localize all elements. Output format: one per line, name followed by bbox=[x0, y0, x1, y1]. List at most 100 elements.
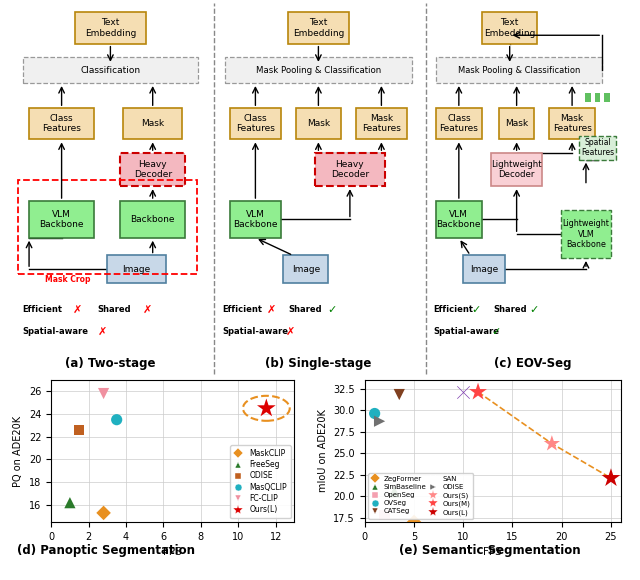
Text: VLM
Backbone: VLM Backbone bbox=[233, 210, 278, 229]
Point bbox=[369, 409, 380, 418]
Point bbox=[99, 508, 109, 517]
FancyBboxPatch shape bbox=[463, 255, 505, 283]
FancyBboxPatch shape bbox=[315, 153, 385, 186]
Text: ✓: ✓ bbox=[529, 304, 539, 314]
Point bbox=[261, 404, 271, 413]
Point bbox=[111, 415, 122, 425]
Text: ✓: ✓ bbox=[327, 304, 337, 314]
FancyBboxPatch shape bbox=[225, 57, 412, 83]
FancyBboxPatch shape bbox=[436, 108, 482, 139]
Text: (c) EOV-Seg: (c) EOV-Seg bbox=[494, 357, 572, 369]
X-axis label: FPS: FPS bbox=[483, 548, 502, 557]
Point bbox=[74, 425, 84, 434]
Text: Mask
Features: Mask Features bbox=[553, 114, 591, 133]
Point bbox=[374, 416, 385, 426]
Text: Mask
Features: Mask Features bbox=[362, 114, 401, 133]
Text: Text
Embedding: Text Embedding bbox=[484, 18, 536, 38]
Text: ✓: ✓ bbox=[492, 327, 500, 337]
Text: Efficient: Efficient bbox=[433, 305, 474, 314]
Text: (e) Semantic Segmentation: (e) Semantic Segmentation bbox=[399, 544, 580, 557]
Text: Mask Crop: Mask Crop bbox=[45, 276, 91, 284]
Text: ✓: ✓ bbox=[472, 304, 481, 314]
Legend: MaskCLIP, FreeSeg, ODISE, MasQCLIP, FC-CLIP, Ours(L): MaskCLIP, FreeSeg, ODISE, MasQCLIP, FC-C… bbox=[230, 445, 291, 518]
Text: VLM
Backbone: VLM Backbone bbox=[436, 210, 481, 229]
Text: Image: Image bbox=[292, 264, 320, 274]
Text: Heavy
Decoder: Heavy Decoder bbox=[134, 160, 172, 179]
FancyBboxPatch shape bbox=[561, 210, 611, 258]
FancyBboxPatch shape bbox=[549, 108, 595, 139]
Text: Shared: Shared bbox=[97, 305, 131, 314]
Point bbox=[409, 517, 419, 527]
Text: ✗: ✗ bbox=[285, 327, 295, 337]
FancyBboxPatch shape bbox=[482, 12, 538, 44]
Text: (b) Single-stage: (b) Single-stage bbox=[265, 357, 372, 369]
Text: Mask: Mask bbox=[505, 119, 528, 128]
Point bbox=[606, 473, 616, 483]
Text: Efficient: Efficient bbox=[223, 305, 262, 314]
Text: Text
Embedding: Text Embedding bbox=[292, 18, 344, 38]
FancyBboxPatch shape bbox=[604, 93, 609, 101]
Text: Class
Features: Class Features bbox=[440, 114, 478, 133]
FancyBboxPatch shape bbox=[29, 201, 94, 238]
Legend: ZegFormer, SimBaseline, OpenSeg, OVSeg, CATSeg, SAN, ODISE, Ours(S), Ours(M), Ou: ZegFormer, SimBaseline, OpenSeg, OVSeg, … bbox=[368, 473, 473, 519]
FancyBboxPatch shape bbox=[579, 136, 616, 160]
Text: Spatial-aware: Spatial-aware bbox=[223, 327, 289, 336]
Point bbox=[380, 510, 390, 520]
Text: Heavy
Decoder: Heavy Decoder bbox=[331, 160, 369, 179]
Text: ✗: ✗ bbox=[97, 327, 107, 337]
Text: Backbone: Backbone bbox=[131, 215, 175, 224]
Text: Lightweight
Decoder: Lightweight Decoder bbox=[492, 160, 542, 179]
FancyBboxPatch shape bbox=[230, 201, 280, 238]
FancyBboxPatch shape bbox=[120, 153, 185, 186]
X-axis label: FPS: FPS bbox=[163, 548, 182, 557]
Text: ✗: ✗ bbox=[73, 304, 83, 314]
Point bbox=[394, 390, 404, 399]
Text: (a) Two-stage: (a) Two-stage bbox=[65, 357, 156, 369]
Text: Text
Embedding: Text Embedding bbox=[84, 18, 136, 38]
Text: Efficient: Efficient bbox=[22, 305, 63, 314]
FancyBboxPatch shape bbox=[29, 108, 94, 139]
FancyBboxPatch shape bbox=[75, 12, 146, 44]
FancyBboxPatch shape bbox=[124, 108, 182, 139]
Y-axis label: PQ on ADE20K: PQ on ADE20K bbox=[13, 415, 24, 487]
Text: Lightweight
VLM
Backbone: Lightweight VLM Backbone bbox=[563, 219, 609, 249]
Text: ✗: ✗ bbox=[267, 304, 276, 314]
Point bbox=[99, 389, 109, 398]
Text: Mask Pooling & Classification: Mask Pooling & Classification bbox=[458, 66, 580, 75]
Text: Image: Image bbox=[470, 264, 499, 274]
Text: (d) Panoptic Segmentation: (d) Panoptic Segmentation bbox=[17, 544, 195, 557]
FancyBboxPatch shape bbox=[356, 108, 406, 139]
Text: ✗: ✗ bbox=[143, 304, 152, 314]
FancyBboxPatch shape bbox=[120, 201, 185, 238]
Point bbox=[389, 487, 399, 496]
Y-axis label: mIoU on ADE20K: mIoU on ADE20K bbox=[318, 409, 328, 492]
FancyBboxPatch shape bbox=[492, 153, 542, 186]
FancyBboxPatch shape bbox=[595, 93, 600, 101]
Text: Classification: Classification bbox=[81, 66, 140, 75]
FancyBboxPatch shape bbox=[436, 57, 602, 83]
Text: Shared: Shared bbox=[288, 305, 322, 314]
Text: Mask Pooling & Classification: Mask Pooling & Classification bbox=[256, 66, 381, 75]
Text: VLM
Backbone: VLM Backbone bbox=[39, 210, 84, 229]
FancyBboxPatch shape bbox=[499, 108, 534, 139]
FancyBboxPatch shape bbox=[296, 108, 341, 139]
FancyBboxPatch shape bbox=[107, 255, 166, 283]
Text: Spatial
Features: Spatial Features bbox=[581, 138, 614, 157]
Point bbox=[547, 439, 557, 448]
Text: Spatial-aware: Spatial-aware bbox=[433, 327, 499, 336]
Text: Mask: Mask bbox=[307, 119, 330, 128]
Point bbox=[65, 498, 75, 508]
Text: Mask: Mask bbox=[141, 119, 164, 128]
Text: Spatial-aware: Spatial-aware bbox=[22, 327, 88, 336]
Text: Image: Image bbox=[122, 264, 150, 274]
Bar bbox=[18, 180, 196, 274]
Text: Class
Features: Class Features bbox=[42, 114, 81, 133]
FancyBboxPatch shape bbox=[436, 201, 482, 238]
FancyBboxPatch shape bbox=[586, 93, 591, 101]
Text: Class
Features: Class Features bbox=[236, 114, 275, 133]
Point bbox=[458, 387, 468, 397]
Point bbox=[473, 387, 483, 397]
FancyBboxPatch shape bbox=[283, 255, 328, 283]
FancyBboxPatch shape bbox=[288, 12, 349, 44]
FancyBboxPatch shape bbox=[22, 57, 198, 83]
